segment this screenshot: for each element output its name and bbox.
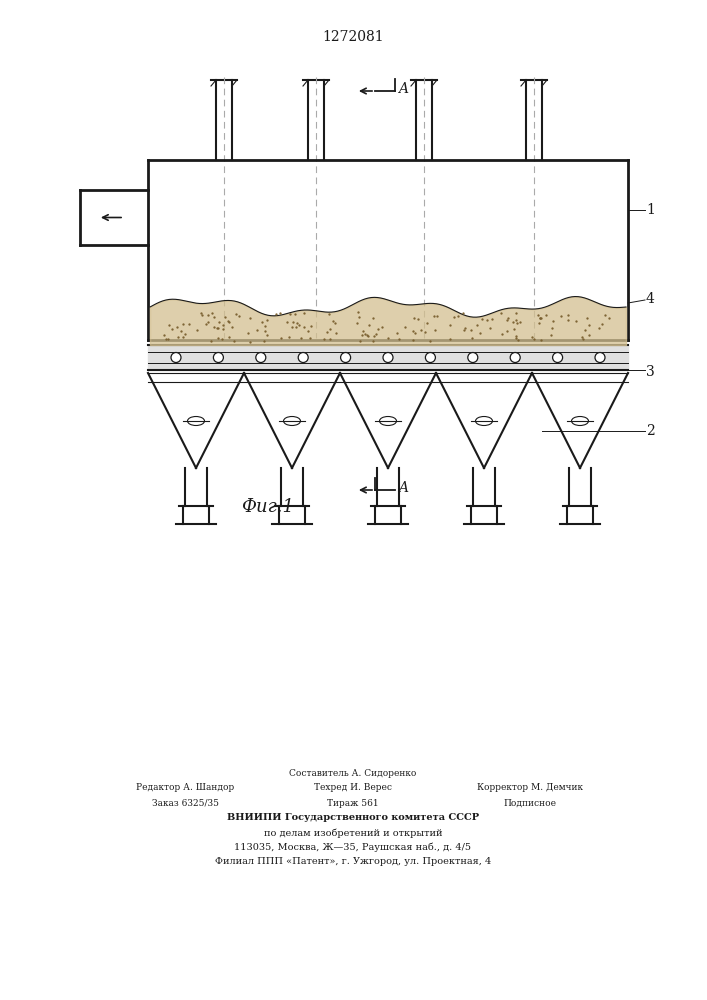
Text: A: A [398, 82, 408, 96]
Circle shape [553, 353, 563, 362]
Text: Заказ 6325/35: Заказ 6325/35 [151, 798, 218, 808]
Text: Фиг.1: Фиг.1 [242, 498, 295, 516]
Text: 1: 1 [646, 203, 655, 217]
Circle shape [510, 353, 520, 362]
Text: 3: 3 [646, 365, 655, 379]
Text: Техред И. Верес: Техред И. Верес [314, 784, 392, 792]
Circle shape [595, 353, 605, 362]
Circle shape [341, 353, 351, 362]
Text: по делам изобретений и открытий: по делам изобретений и открытий [264, 828, 443, 838]
Text: ВНИИПИ Государственного комитета СССР: ВНИИПИ Государственного комитета СССР [227, 814, 479, 822]
Text: Тираж 561: Тираж 561 [327, 798, 379, 808]
Circle shape [214, 353, 223, 362]
Text: Корректор М. Демчик: Корректор М. Демчик [477, 784, 583, 792]
Text: 113035, Москва, Ж—35, Раушская наб., д. 4/5: 113035, Москва, Ж—35, Раушская наб., д. … [235, 842, 472, 852]
Text: Подписное: Подписное [503, 798, 556, 808]
Text: A: A [398, 481, 408, 495]
Circle shape [468, 353, 478, 362]
Text: Филиал ППП «Патент», г. Ужгород, ул. Проектная, 4: Филиал ППП «Патент», г. Ужгород, ул. Про… [215, 856, 491, 865]
Text: Составитель А. Сидоренко: Составитель А. Сидоренко [289, 768, 416, 778]
Text: 4: 4 [646, 292, 655, 306]
Circle shape [383, 353, 393, 362]
Text: Редактор А. Шандор: Редактор А. Шандор [136, 784, 234, 792]
Text: 2: 2 [646, 424, 655, 438]
Circle shape [298, 353, 308, 362]
Text: 1272081: 1272081 [322, 30, 384, 44]
Circle shape [171, 353, 181, 362]
Circle shape [426, 353, 436, 362]
Circle shape [256, 353, 266, 362]
